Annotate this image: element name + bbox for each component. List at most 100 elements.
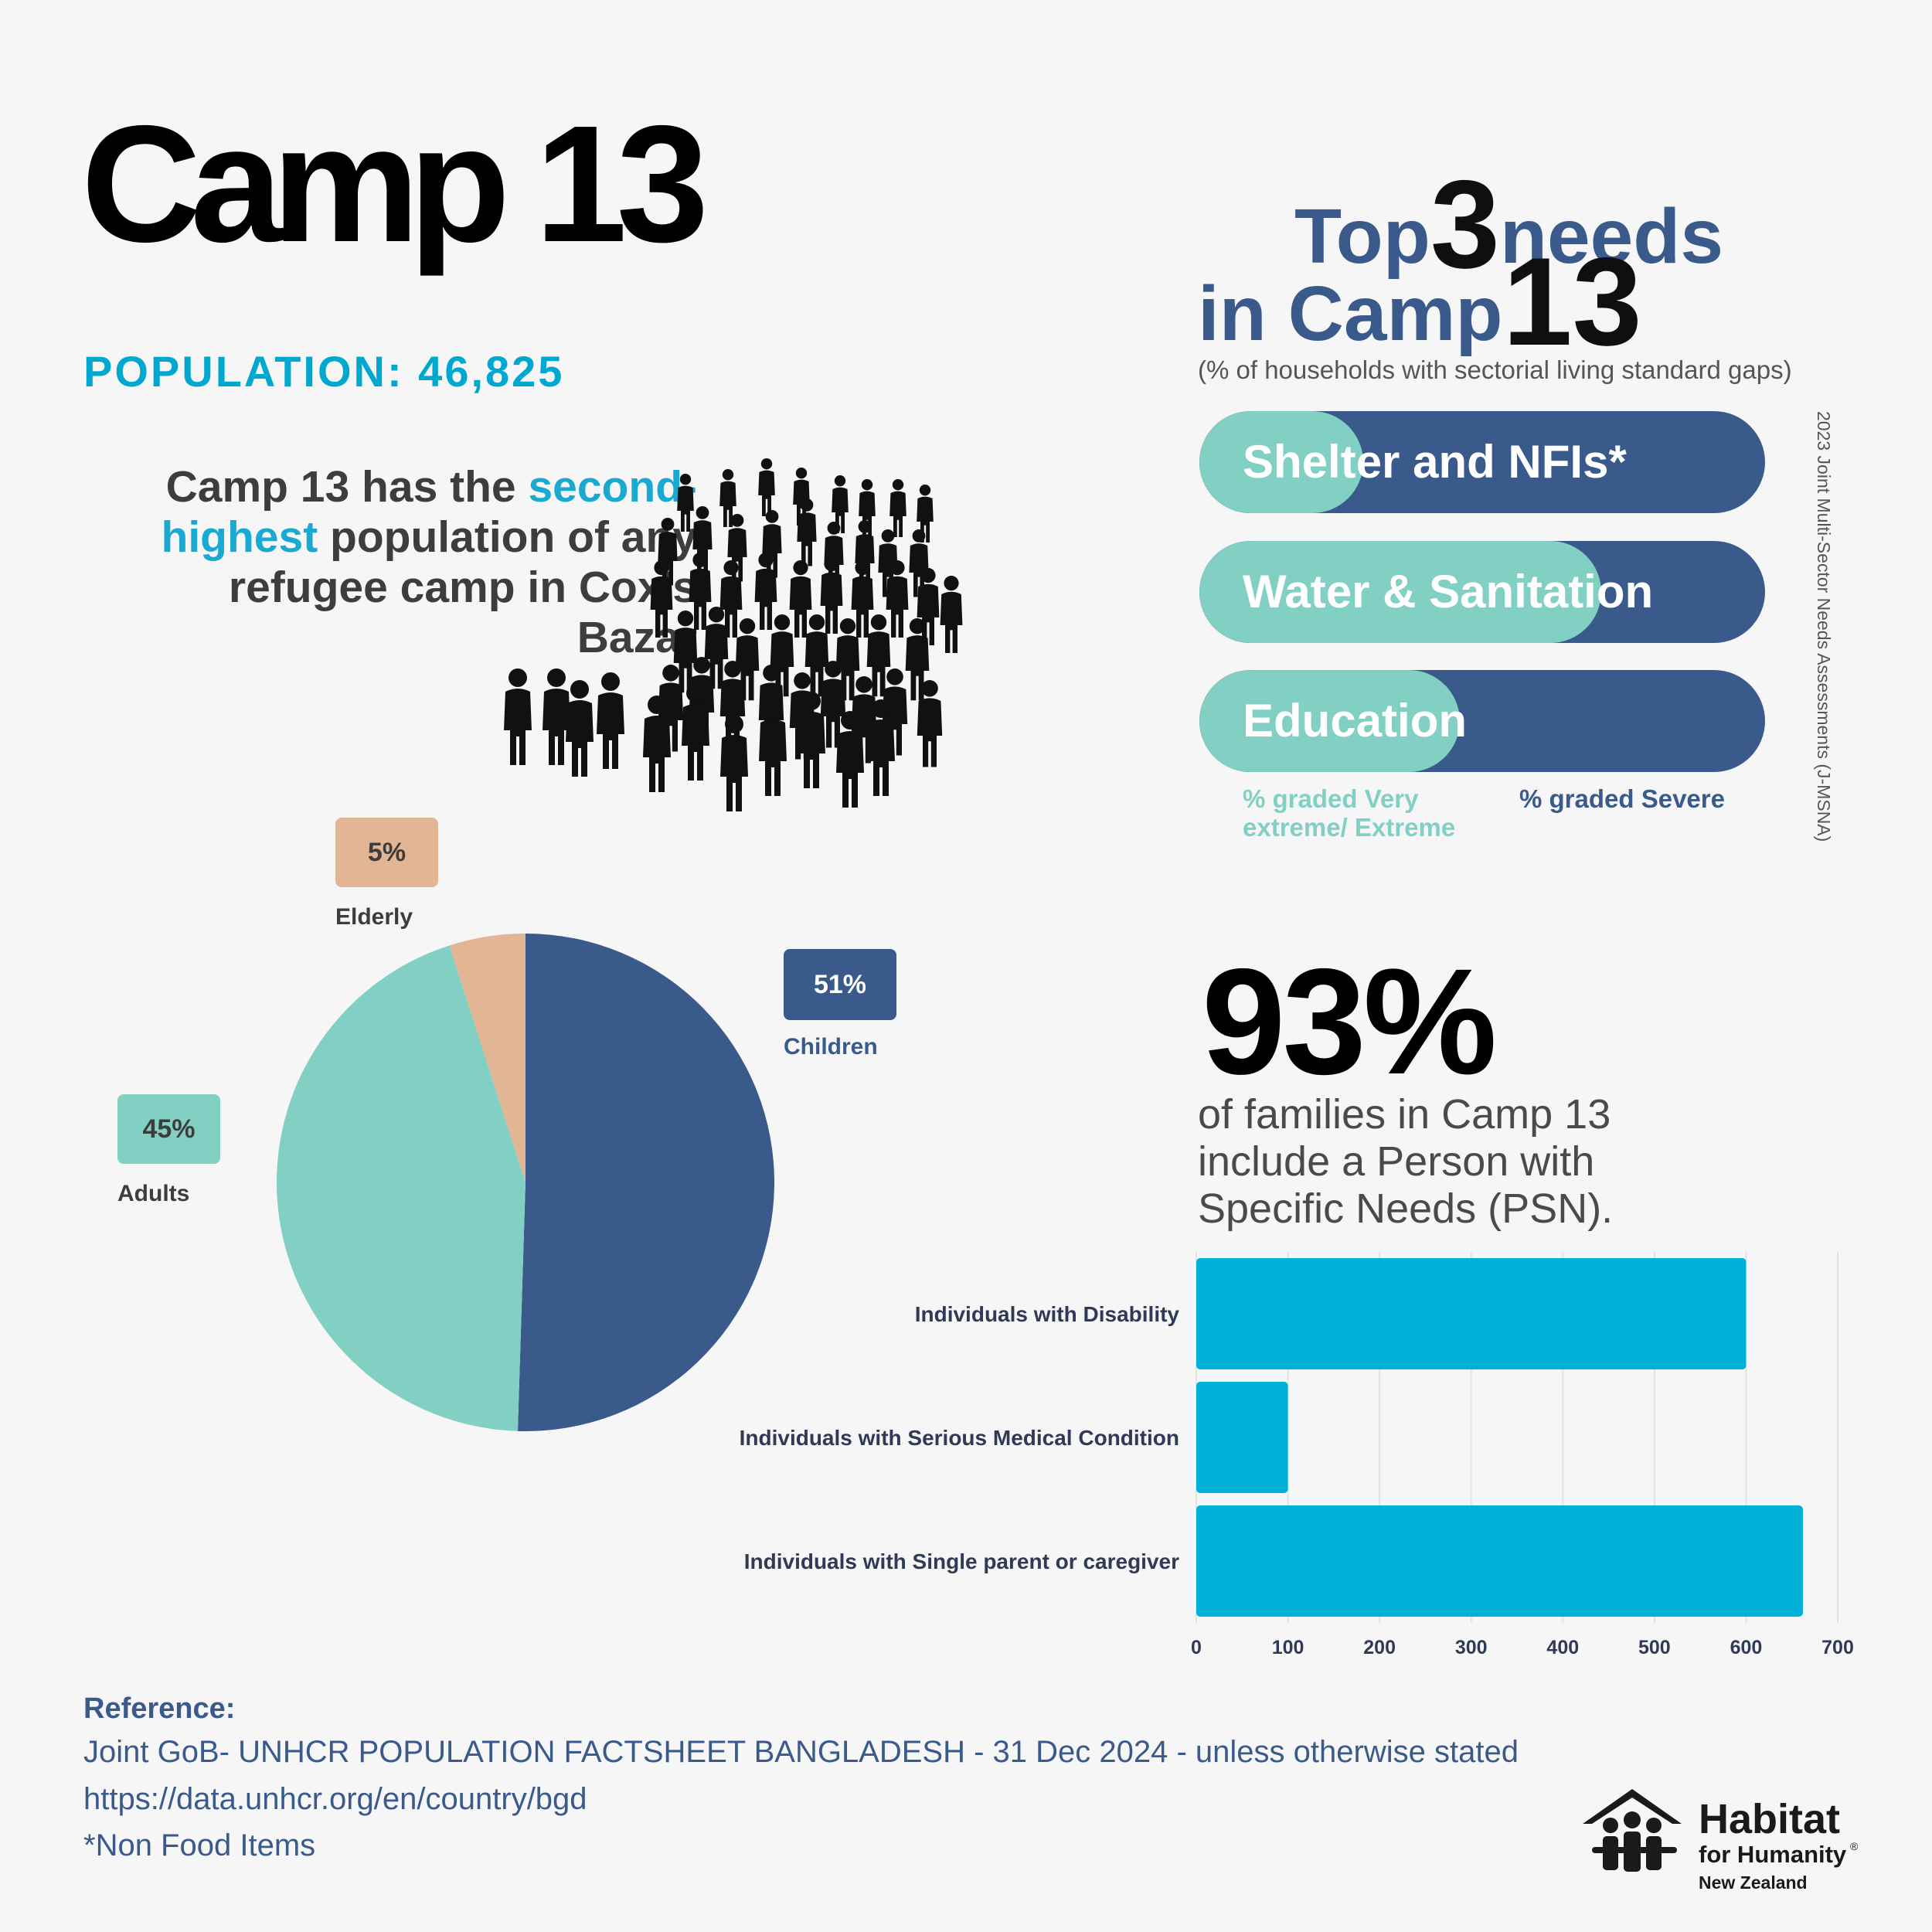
- logo-registered: ®: [1850, 1840, 1859, 1852]
- pie-slice-elderly: [449, 934, 526, 1182]
- person-icon: [543, 668, 570, 765]
- person-icon: [797, 498, 817, 566]
- psn-bar-1: [1196, 1382, 1288, 1493]
- person-icon: [658, 518, 678, 586]
- person-icon: [889, 479, 906, 537]
- reference-link[interactable]: https://data.unhcr.org/en/country/bgd: [83, 1782, 587, 1816]
- psn-category-label: Individuals with Serious Medical Conditi…: [740, 1426, 1179, 1450]
- person-icon: [867, 699, 895, 796]
- person-icon: [720, 715, 748, 811]
- needs-title-in-camp: in Camp: [1198, 270, 1503, 357]
- person-icon: [504, 668, 532, 765]
- pie-label-adults: Adults: [117, 1181, 190, 1206]
- house-people-icon: [1583, 1789, 1682, 1872]
- psn-category-label: Individuals with Disability: [915, 1302, 1180, 1326]
- source-note-text: 2023 Joint Multi-Sector Needs Assessment…: [1814, 411, 1834, 842]
- person-icon: [689, 553, 712, 630]
- population-stat: POPULATION: 46,825: [83, 347, 565, 396]
- person-icon: [754, 553, 777, 630]
- need-bar-extreme-fill: [1199, 670, 1460, 772]
- pie-label-elderly: Elderly: [335, 904, 413, 930]
- person-icon: [566, 680, 594, 777]
- person-icon: [677, 474, 694, 532]
- needs-title-top: Top: [1294, 193, 1430, 280]
- need-bar-label: Water & Sanitation: [1243, 566, 1654, 617]
- person-icon: [673, 611, 698, 693]
- legend-severe: % graded Severe: [1519, 784, 1725, 813]
- intro-highlight-1: second-: [528, 462, 697, 512]
- logo-line2: for Humanity: [1699, 1841, 1847, 1868]
- person-icon: [719, 469, 736, 527]
- habitat-logo: Habitat for Humanity ® New Zealand: [1583, 1789, 1859, 1893]
- x-tick-label: 500: [1638, 1637, 1671, 1658]
- x-tick-label: 400: [1546, 1637, 1579, 1658]
- logo-line3: New Zealand: [1699, 1872, 1808, 1893]
- needs-title-needs: needs: [1499, 193, 1723, 280]
- x-tick-label: 300: [1455, 1637, 1488, 1658]
- person-icon: [820, 556, 843, 634]
- pie-slice-children: [517, 934, 774, 1431]
- intro-highlight-2: highest: [161, 512, 318, 562]
- person-icon: [836, 711, 864, 808]
- person-icon: [851, 560, 874, 638]
- need-bar-label: Education: [1243, 695, 1468, 747]
- person-icon: [820, 661, 846, 748]
- person-icon: [909, 529, 929, 597]
- source-note: 2023 Joint Multi-Sector Needs Assessment…: [1814, 411, 1834, 842]
- pie-slice-adults: [276, 945, 526, 1431]
- person-icon: [886, 560, 909, 638]
- psn-category-label: Individuals with Single parent or caregi…: [744, 1549, 1179, 1573]
- person-icon: [762, 510, 782, 578]
- person-icon: [682, 684, 709, 781]
- person-icon: [866, 614, 891, 697]
- reference-line-factsheet: Joint GoB- UNHCR POPULATION FACTSHEET BA…: [83, 1735, 1519, 1769]
- pie-value-adults: 45%: [117, 1094, 220, 1164]
- person-icon: [789, 560, 812, 638]
- person-icon: [704, 607, 729, 689]
- age-pie-chart: [276, 934, 774, 1431]
- person-icon: [719, 560, 743, 638]
- crowd-people-icon: [504, 458, 963, 811]
- page-title: Camp 13: [81, 90, 709, 277]
- person-icon: [758, 458, 775, 516]
- needs-title-line1: Top3needs: [1294, 162, 1723, 287]
- x-tick-label: 0: [1191, 1637, 1202, 1658]
- x-tick-label: 100: [1272, 1637, 1304, 1658]
- person-icon: [597, 672, 624, 769]
- person-icon: [940, 576, 963, 653]
- person-icon: [832, 475, 849, 533]
- psn-bar-2: [1196, 1505, 1803, 1617]
- person-icon: [917, 680, 943, 767]
- person-icon: [770, 614, 794, 697]
- needs-title-line2: in Camp13: [1198, 240, 1642, 365]
- reference-heading: Reference:: [83, 1692, 236, 1725]
- logo-line1: Habitat: [1699, 1796, 1840, 1842]
- psn-description: of families in Camp 13 include a Person …: [1198, 1091, 1614, 1232]
- x-tick-label: 200: [1363, 1637, 1396, 1658]
- psn-bar-chart: 0 100 200 300 400 500 600 700 Individuals with D…: [740, 1252, 1854, 1658]
- person-icon: [804, 614, 829, 697]
- person-icon: [798, 692, 825, 788]
- needs-title-number: 3: [1430, 155, 1500, 294]
- need-bar-1: Water & Sanitation: [1199, 541, 1765, 643]
- need-bar-0: Shelter and NFIs*: [1199, 411, 1765, 513]
- person-icon: [650, 560, 673, 638]
- pie-value-children: 51%: [784, 949, 896, 1020]
- need-bar-extreme-fill: [1199, 541, 1601, 643]
- intro-text-1: Camp 13 has the: [165, 462, 529, 512]
- legend-extreme: % graded Very extreme/ Extreme: [1243, 784, 1456, 842]
- x-tick-label: 600: [1730, 1637, 1763, 1658]
- person-icon: [643, 696, 671, 792]
- person-icon: [759, 699, 787, 796]
- need-bar-label: Shelter and NFIs*: [1243, 436, 1627, 488]
- psn-bar-0: [1196, 1258, 1747, 1369]
- needs-title-camp-number: 13: [1502, 232, 1642, 372]
- psn-percentage: 93%: [1202, 937, 1497, 1106]
- need-bar-extreme-fill: [1199, 411, 1364, 513]
- pie-label-children: Children: [784, 1034, 878, 1060]
- pie-value-elderly: 5%: [335, 818, 438, 887]
- needs-subtitle: (% of households with sectorial living s…: [1198, 355, 1792, 384]
- need-bar-2: Education: [1199, 670, 1765, 772]
- x-tick-label: 700: [1821, 1637, 1854, 1658]
- reference-footnote: *Non Food Items: [83, 1828, 316, 1862]
